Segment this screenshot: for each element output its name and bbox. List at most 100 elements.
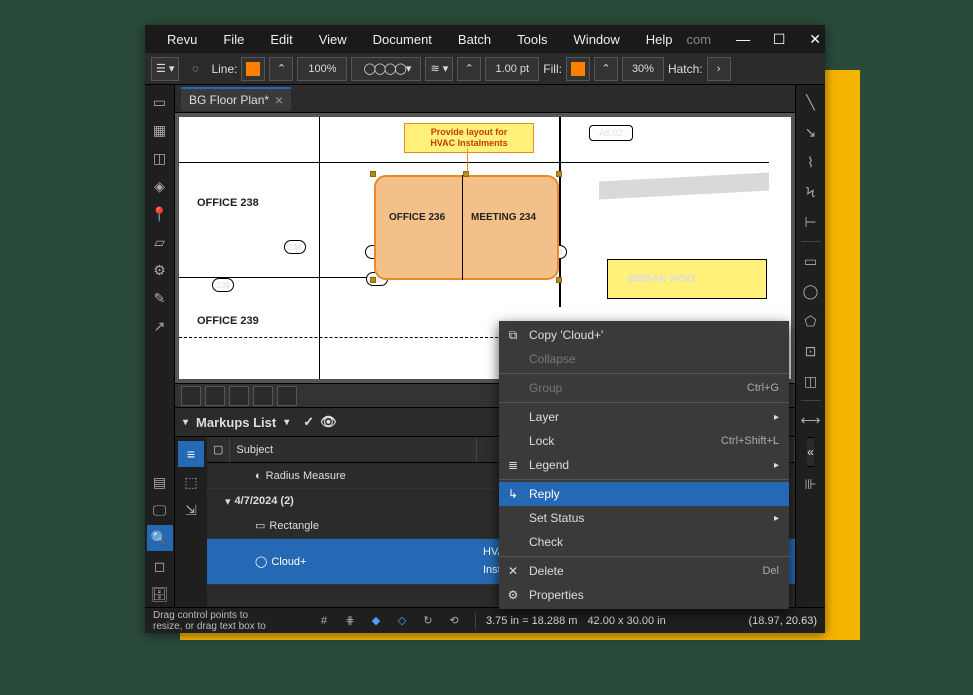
view-add-icon[interactable] bbox=[253, 386, 273, 406]
properties-toolbar: ☰ ▾ ◌ Line: ⌃ 100% ◯◯◯◯ ▾ ≋ ▾ ⌃ 1.00 pt … bbox=[145, 53, 825, 85]
status-coords: (18.97, 20.63) bbox=[749, 615, 818, 627]
tool-rect-icon[interactable]: ▭ bbox=[798, 248, 824, 274]
document-tab[interactable]: BG Floor Plan* × bbox=[181, 87, 291, 111]
window-maximize[interactable]: ☐ bbox=[761, 25, 797, 53]
right-collapse[interactable]: « bbox=[807, 437, 814, 467]
opacity-up[interactable]: ⌃ bbox=[594, 57, 618, 81]
window-minimize[interactable]: — bbox=[725, 25, 761, 53]
col-expand[interactable]: ▢ bbox=[207, 437, 230, 462]
sync-icon[interactable]: ⟲ bbox=[443, 611, 465, 631]
tool-line-icon[interactable]: ╲ bbox=[798, 89, 824, 115]
menu-tools[interactable]: Tools bbox=[505, 28, 559, 51]
col-subject[interactable]: Subject bbox=[230, 437, 477, 462]
reuse-icon[interactable]: ↻ bbox=[417, 611, 439, 631]
reply-icon: ↳ bbox=[505, 487, 521, 501]
tab-close-icon[interactable]: × bbox=[275, 92, 283, 108]
tool-polygon-icon[interactable]: ⬠ bbox=[798, 308, 824, 334]
menu-view[interactable]: View bbox=[307, 28, 359, 51]
ml-list-icon[interactable]: ≡ bbox=[178, 441, 204, 467]
panel-search-icon[interactable]: 🔍 bbox=[147, 525, 173, 551]
status-scale: 3.75 in = 18.288 m bbox=[486, 615, 577, 627]
panel-layers-icon[interactable]: ◈ bbox=[147, 173, 173, 199]
tool-crop-icon[interactable]: ⊡ bbox=[798, 338, 824, 364]
ctx-check[interactable]: Check bbox=[499, 530, 789, 554]
panel-measure-icon[interactable]: ↗ bbox=[147, 313, 173, 339]
panel-thumbs-icon[interactable]: ▭ bbox=[147, 89, 173, 115]
snap-markup-icon[interactable]: ◇ bbox=[391, 611, 413, 631]
view-crop-icon[interactable] bbox=[277, 386, 297, 406]
document-tabbar: BG Floor Plan* × bbox=[175, 85, 795, 113]
markups-title: Markups List bbox=[196, 415, 276, 430]
panel-grid-icon[interactable]: ▦ bbox=[147, 117, 173, 143]
tool-zigzag-icon[interactable]: Ϟ bbox=[798, 179, 824, 205]
hide-icon[interactable]: 👁 bbox=[320, 414, 337, 430]
snap-icon[interactable]: ⋕ bbox=[339, 611, 361, 631]
menu-edit[interactable]: Edit bbox=[258, 28, 304, 51]
panel-settings-icon[interactable]: ⚙ bbox=[147, 257, 173, 283]
split-vert-icon[interactable] bbox=[205, 386, 225, 406]
panel-studio-icon[interactable]: ▤ bbox=[147, 469, 173, 495]
ml-export-icon[interactable]: ⇲ bbox=[178, 497, 204, 523]
cloud-style[interactable]: ◯◯◯◯ ▾ bbox=[351, 57, 421, 81]
ctx-reply[interactable]: ↳Reply bbox=[499, 482, 789, 506]
filter-icon[interactable]: ✓ bbox=[303, 414, 314, 430]
ctx-set-status[interactable]: Set Status▸ bbox=[499, 506, 789, 530]
fill-label: Fill: bbox=[543, 62, 562, 76]
snap-content-icon[interactable]: ◆ bbox=[365, 611, 387, 631]
tool-arrow-icon[interactable]: ↘ bbox=[798, 119, 824, 145]
markups-side-rail: ≡ ⬚ ⇲ bbox=[175, 437, 207, 607]
panel-bookmarks-icon[interactable]: ◫ bbox=[147, 145, 173, 171]
tool-count-icon[interactable]: ⊪ bbox=[798, 471, 824, 497]
menu-document[interactable]: Document bbox=[361, 28, 444, 51]
ctx-copy[interactable]: ⧉Copy 'Cloud+' bbox=[499, 323, 789, 347]
copy-icon: ⧉ bbox=[505, 328, 521, 343]
menu-help[interactable]: Help bbox=[634, 28, 685, 51]
right-rail: ╲ ↘ ⌇ Ϟ ⊢ ▭ ◯ ⬠ ⊡ ◫ ⟷ « ⊪ bbox=[795, 85, 825, 607]
menu-file[interactable]: File bbox=[211, 28, 256, 51]
wave-style[interactable]: ≋ ▾ bbox=[425, 57, 453, 81]
room-num-238: 238 bbox=[284, 240, 306, 254]
ctx-properties[interactable]: ⚙Properties bbox=[499, 583, 789, 607]
align-dropdown[interactable]: ☰ ▾ bbox=[151, 57, 179, 81]
ctx-lock[interactable]: LockCtrl+Shift+L bbox=[499, 429, 789, 453]
split-horiz-icon[interactable] bbox=[229, 386, 249, 406]
ctx-delete[interactable]: ✕DeleteDel bbox=[499, 559, 789, 583]
toolbar-overflow[interactable]: › bbox=[707, 57, 731, 81]
zoom-up[interactable]: ⌃ bbox=[269, 57, 293, 81]
tool-measure-icon[interactable]: ⟷ bbox=[798, 407, 824, 433]
line-color[interactable] bbox=[241, 57, 265, 81]
split-none-icon[interactable] bbox=[181, 386, 201, 406]
panel-sets-icon[interactable]: 🖵 bbox=[147, 497, 173, 523]
ctx-layer[interactable]: Layer▸ bbox=[499, 405, 789, 429]
callout-note[interactable]: Provide layout for HVAC Instalments bbox=[404, 123, 534, 153]
window-close[interactable]: ✕ bbox=[797, 25, 833, 53]
ctx-collapse: Collapse bbox=[499, 347, 789, 371]
line-style-icon[interactable]: ◌ bbox=[183, 57, 207, 81]
zoom-value[interactable]: 100% bbox=[297, 57, 347, 81]
tool-dimension-icon[interactable]: ⊢ bbox=[798, 209, 824, 235]
panel-toolchest-icon[interactable]: 🗄 bbox=[147, 581, 173, 607]
tab-title: BG Floor Plan* bbox=[189, 93, 269, 107]
tool-polyline-icon[interactable]: ⌇ bbox=[798, 149, 824, 175]
ml-3d-icon[interactable]: ⬚ bbox=[178, 469, 204, 495]
panel-spaces-icon[interactable]: ▱ bbox=[147, 229, 173, 255]
delete-icon: ✕ bbox=[505, 564, 521, 578]
fill-opacity[interactable]: 30% bbox=[622, 57, 664, 81]
menu-window[interactable]: Window bbox=[562, 28, 632, 51]
ctx-legend[interactable]: ≣Legend▸ bbox=[499, 453, 789, 477]
dropdown-icon[interactable]: ▾ bbox=[284, 417, 289, 428]
tool-ellipse-icon[interactable]: ◯ bbox=[798, 278, 824, 304]
grid-icon[interactable]: # bbox=[313, 611, 335, 631]
line-width[interactable]: 1.00 pt bbox=[485, 57, 539, 81]
break-room: BREAK ROO bbox=[607, 259, 767, 299]
menu-revu[interactable]: Revu bbox=[155, 28, 209, 51]
panel-places-icon[interactable]: 📍 bbox=[147, 201, 173, 227]
tool-cloud-icon[interactable]: ◫ bbox=[798, 368, 824, 394]
menu-batch[interactable]: Batch bbox=[446, 28, 503, 51]
pt-up[interactable]: ⌃ bbox=[457, 57, 481, 81]
fill-color[interactable] bbox=[566, 57, 590, 81]
cloud-markup[interactable] bbox=[374, 175, 559, 280]
app-window: Revu File Edit View Document Batch Tools… bbox=[145, 25, 825, 633]
panel-links-icon[interactable]: ◻ bbox=[147, 553, 173, 579]
panel-signatures-icon[interactable]: ✎ bbox=[147, 285, 173, 311]
